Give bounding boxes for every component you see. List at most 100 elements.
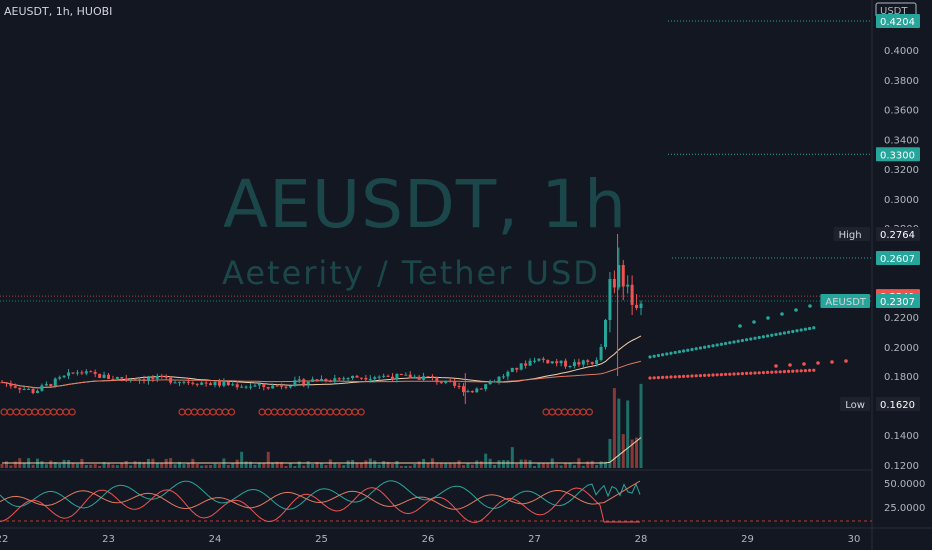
volume-bar [102, 462, 106, 468]
volume-bar [377, 464, 381, 468]
projection-dot-upper [782, 331, 787, 335]
candle-body [67, 372, 71, 376]
signal-circle [289, 408, 297, 416]
volume-bar [226, 464, 230, 468]
price-tag [876, 14, 920, 28]
candle-body [271, 385, 275, 389]
volume-bar [466, 463, 470, 468]
symbol-header[interactable]: AEUSDT, 1h, HUOBI [4, 5, 113, 18]
projection-dot-upper [795, 329, 799, 333]
candle-body [506, 371, 510, 377]
signal-circle [277, 408, 285, 416]
volume-bar [107, 463, 110, 468]
projection-dot-upper [677, 350, 682, 354]
volume-bar [293, 465, 297, 468]
signal-circle [215, 408, 223, 416]
candle-body [373, 377, 377, 379]
signal-circle [332, 408, 340, 416]
projection-dot-lower [715, 373, 719, 377]
candle-body [510, 367, 514, 372]
candle-body [18, 387, 22, 390]
candle-body [457, 385, 461, 387]
time-tick-label: 24 [209, 534, 222, 545]
candle-body [391, 376, 394, 380]
volume-bar [320, 463, 323, 468]
candle-body [475, 388, 479, 393]
volume-bar [479, 461, 483, 468]
candle-body [262, 383, 266, 387]
projection-dot-lower [830, 360, 834, 364]
volume-bar [129, 465, 133, 468]
price-tag-value: 0.2607 [880, 254, 915, 265]
signal-circle [6, 408, 14, 416]
projection-dot-upper [682, 349, 686, 353]
signal-circle [560, 408, 569, 416]
volume-bar [626, 400, 630, 468]
candle-body [213, 381, 217, 386]
candle-body [382, 375, 386, 377]
volume-bar [209, 464, 213, 468]
signal-circle [357, 408, 365, 416]
price-tag [876, 227, 920, 241]
volume-bar [84, 464, 88, 468]
projection-dot-lower [665, 375, 669, 379]
signal-circle [326, 408, 334, 416]
signal-circle [0, 408, 8, 416]
projection-dot-upper [808, 304, 812, 308]
projection-dot-lower [740, 372, 745, 376]
volume-bar [49, 460, 53, 468]
projection-dot-upper [732, 340, 736, 344]
volume-bar [280, 462, 284, 468]
candle-body [608, 278, 612, 320]
volume-bar [386, 461, 390, 468]
signal-circle [295, 408, 303, 416]
projection-dot-lower [652, 376, 656, 380]
candle-body [280, 385, 284, 387]
candle-body [639, 303, 643, 309]
candle-body [302, 379, 306, 385]
volume-bar [533, 465, 536, 468]
volume-bar [355, 462, 359, 468]
projection-dot-lower [799, 369, 803, 373]
candle-body [501, 376, 505, 378]
price-tag-name-box [840, 397, 870, 411]
volume-bar [391, 464, 394, 468]
volume-bar [359, 462, 363, 468]
candle-body [244, 386, 248, 388]
candle-body [204, 382, 208, 384]
candle-body [231, 384, 235, 386]
volume-bar [484, 453, 488, 468]
projection-dot-lower [711, 373, 715, 377]
candle-body [266, 386, 270, 389]
projection-dot-upper [707, 344, 711, 349]
volume-bar [266, 451, 270, 468]
projection-dot-lower [795, 369, 799, 373]
candle-body [209, 383, 213, 386]
projection-dot-upper [738, 324, 742, 328]
volume-bar [115, 465, 119, 468]
candle-body [120, 377, 124, 379]
candle-body [182, 381, 186, 383]
volume-bar [138, 461, 142, 468]
candle-body [466, 391, 470, 393]
candles [0, 234, 643, 404]
candle-body [630, 284, 634, 305]
candle-body [546, 359, 550, 364]
candle-body [58, 377, 62, 379]
candle-body [617, 264, 621, 288]
price-tag [876, 294, 920, 308]
volume-bar [311, 464, 315, 468]
volume-bar [639, 383, 643, 468]
volume-bar [408, 465, 412, 468]
volume-bar [333, 463, 337, 468]
candle-body [484, 384, 488, 390]
projection-dot-upper [757, 335, 761, 340]
candle-body [430, 376, 434, 378]
candle-body [133, 379, 137, 381]
signal-circle [31, 408, 39, 416]
volume-bar [31, 464, 35, 468]
price-tick-label: 0.3800 [884, 76, 919, 87]
time-tick-label: 27 [528, 534, 541, 545]
